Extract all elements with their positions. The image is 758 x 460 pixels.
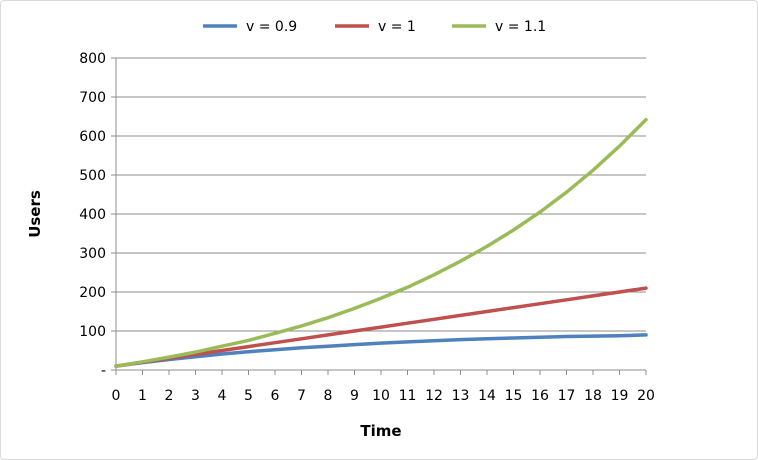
y-tick-label: -	[101, 363, 106, 379]
x-tick-label: 7	[297, 388, 306, 404]
x-tick-label: 18	[584, 388, 602, 404]
x-tick-label: 14	[478, 388, 496, 404]
x-tick-label: 17	[558, 388, 576, 404]
axes	[111, 57, 647, 375]
x-tick-label: 5	[244, 388, 253, 404]
series-line-3	[114, 117, 648, 368]
x-tick-label: 11	[399, 388, 417, 404]
x-tick-label: 2	[165, 388, 174, 404]
x-tick-label: 3	[191, 388, 200, 404]
x-tick-label: 6	[271, 388, 280, 404]
gridlines	[116, 57, 646, 332]
x-tick-label: 4	[218, 388, 227, 404]
x-tick-label: 15	[505, 388, 523, 404]
x-tick-label: 0	[112, 388, 121, 404]
y-tick-label: 400	[79, 207, 106, 223]
x-tick-label: 9	[350, 388, 359, 404]
y-tick-label: 700	[79, 90, 106, 106]
x-tick-label: 10	[372, 388, 390, 404]
x-tick-label: 1	[138, 388, 147, 404]
x-axis-title: Time	[360, 422, 401, 440]
legend-label: v = 1	[378, 19, 416, 35]
x-tick-label: 20	[637, 388, 655, 404]
y-tick-labels: - 100 200 300 400 500 600 700 800	[79, 51, 106, 379]
y-axis-title: Users	[26, 190, 44, 238]
series-line-2	[114, 286, 648, 368]
y-tick-label: 300	[79, 246, 106, 262]
legend-label: v = 0.9	[246, 19, 297, 35]
x-tick-label: 19	[611, 388, 629, 404]
y-tick-label: 200	[79, 285, 106, 301]
x-tick-label: 8	[324, 388, 333, 404]
x-tick-labels: 0 1 2 3 4 5 6 7 8 9 10 11 12 13 14 15 16 17 18 19 20	[112, 388, 655, 404]
series-line-1	[114, 333, 648, 368]
legend-label: v = 1.1	[495, 19, 546, 35]
x-tick-label: 12	[425, 388, 443, 404]
y-tick-label: 600	[79, 129, 106, 145]
y-tick-label: 100	[79, 324, 106, 340]
y-tick-label: 800	[79, 51, 106, 67]
x-tick-label: 13	[452, 388, 470, 404]
series-lines	[114, 117, 648, 368]
x-tick-label: 16	[531, 388, 549, 404]
y-tick-label: 500	[79, 168, 106, 184]
legend: v = 0.9 v = 1 v = 1.1	[203, 19, 546, 35]
